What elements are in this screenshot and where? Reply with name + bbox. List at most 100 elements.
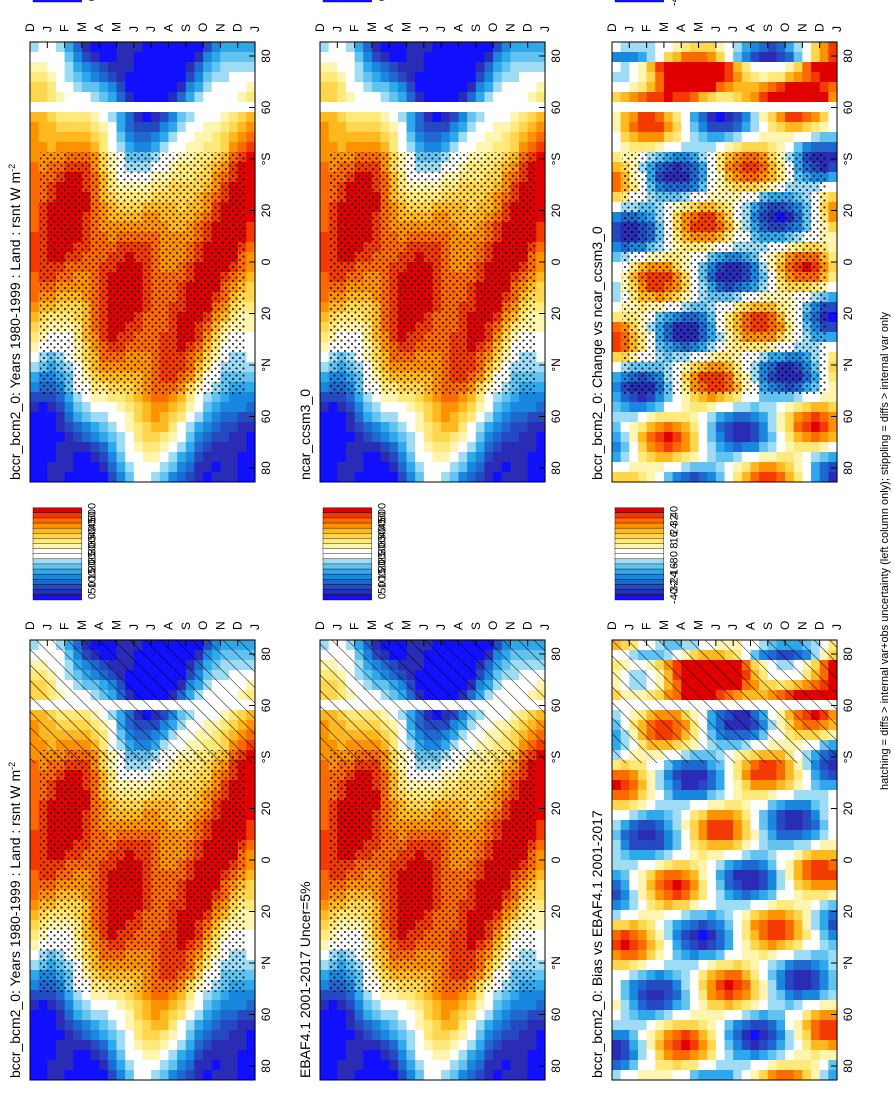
heatmap-cell: [458, 1009, 467, 1020]
heatmap-cell: [246, 461, 255, 472]
heatmap-cell: [65, 111, 74, 122]
heatmap-cell: [246, 211, 255, 222]
heatmap-cell: [320, 251, 329, 262]
heatmap-cell: [502, 111, 511, 122]
heatmap-cell: [519, 1009, 528, 1020]
heatmap-cell: [125, 451, 134, 462]
heatmap-cell: [212, 1029, 221, 1040]
heatmap-cell: [56, 141, 65, 152]
heatmap-cell: [82, 461, 91, 472]
heatmap-cell: [82, 421, 91, 432]
heatmap-cell: [493, 411, 502, 422]
heatmap-cell: [355, 1009, 364, 1020]
heatmap-cell: [415, 101, 424, 112]
heatmap-cell: [502, 401, 511, 412]
heatmap-cell: [212, 91, 221, 102]
heatmap-cell: [39, 41, 48, 52]
heatmap-cell: [82, 471, 91, 482]
heatmap-cell: [381, 61, 390, 72]
heatmap-cell: [246, 331, 255, 342]
heatmap-cell: [398, 141, 407, 152]
heatmap-cell: [229, 81, 238, 92]
heatmap-cell: [73, 461, 82, 472]
heatmap-cell: [493, 1039, 502, 1050]
heatmap-cell: [143, 1059, 152, 1070]
heatmap-cell: [415, 461, 424, 472]
heatmap-cell: [320, 909, 329, 920]
heatmap-cell: [389, 1009, 398, 1020]
heatmap-cell: [484, 999, 493, 1010]
heatmap-cell: [39, 51, 48, 62]
colorbar-swatch: [323, 554, 372, 559]
heatmap-cell: [441, 51, 450, 62]
heatmap-cell: [681, 1059, 690, 1070]
heatmap-cell: [828, 1059, 837, 1070]
month-tick-label: J: [248, 624, 262, 630]
heatmap-cell: [143, 91, 152, 102]
heatmap-cell: [203, 141, 212, 152]
heatmap-cell: [73, 1059, 82, 1070]
heatmap-cell: [433, 1029, 442, 1040]
heatmap-cell: [415, 1049, 424, 1060]
colorbar-swatch: [323, 523, 372, 528]
heatmap-cell: [510, 431, 519, 442]
heatmap-cell: [56, 1069, 65, 1080]
heatmap-cell: [168, 91, 177, 102]
heatmap-cell: [424, 441, 433, 452]
heatmap-cell: [30, 61, 39, 72]
heatmap-cell: [407, 451, 416, 462]
heatmap-cell: [56, 81, 65, 92]
colorbar-label: 50: [377, 581, 389, 593]
colorbar-label: 50: [87, 581, 99, 593]
heatmap-cell: [246, 311, 255, 322]
heatmap-cell: [160, 411, 169, 422]
heatmap-cell: [441, 471, 450, 482]
month-tick-label: F: [348, 623, 362, 630]
heatmap-cell: [168, 71, 177, 82]
heatmap-cell: [415, 121, 424, 132]
heatmap-cell: [346, 1029, 355, 1040]
heatmap-cell: [363, 121, 372, 132]
heatmap-cell: [441, 101, 450, 112]
colorbar-swatch: [33, 518, 82, 523]
heatmap-cell: [151, 111, 160, 122]
heatmap-cell: [484, 441, 493, 452]
heatmap-cell: [415, 71, 424, 82]
heatmap-cell: [355, 1059, 364, 1070]
latitude-tick-label: 60: [259, 101, 273, 115]
heatmap-cell: [398, 121, 407, 132]
heatmap-cell: [398, 1029, 407, 1040]
heatmap-cell: [246, 381, 255, 392]
heatmap-cell: [638, 1049, 647, 1060]
heatmap-cell: [229, 71, 238, 82]
heatmap-cell: [450, 1069, 459, 1080]
heatmap-cell: [108, 51, 117, 62]
heatmap-cell: [424, 1059, 433, 1070]
month-tick-label: A: [161, 622, 175, 630]
heatmap-cell: [143, 61, 152, 72]
heatmap-cell: [30, 979, 39, 990]
heatmap-cell: [65, 1009, 74, 1020]
heatmap-cell: [320, 421, 329, 432]
heatmap-cell: [73, 431, 82, 442]
heatmap-cell: [441, 1059, 450, 1070]
heatmap-cell: [398, 461, 407, 472]
heatmap-cell: [108, 101, 117, 112]
heatmap-cell: [246, 441, 255, 452]
heatmap-cell: [493, 461, 502, 472]
heatmap-cell: [134, 1049, 143, 1060]
heatmap-cell: [647, 1069, 656, 1080]
heatmap-cell: [467, 41, 476, 52]
heatmap-cell: [450, 81, 459, 92]
heatmap-cell: [82, 431, 91, 442]
heatmap-cell: [407, 101, 416, 112]
heatmap-cell: [125, 999, 134, 1010]
stippling-overlay: [330, 152, 535, 394]
heatmap-cell: [363, 141, 372, 152]
heatmap-cell: [168, 999, 177, 1010]
heatmap-cell: [337, 411, 346, 422]
heatmap-cell: [212, 1059, 221, 1070]
heatmap-cell: [433, 1019, 442, 1030]
heatmap-cell: [203, 1019, 212, 1030]
month-tick-label: D: [521, 23, 535, 32]
